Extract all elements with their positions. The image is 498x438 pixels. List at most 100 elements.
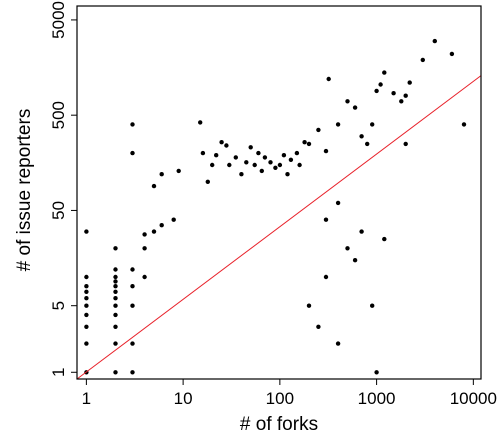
scatter-point <box>370 303 375 308</box>
scatter-point <box>142 274 147 280</box>
scatter-point <box>297 162 302 168</box>
scatter-point <box>159 223 164 228</box>
scatter-point <box>84 284 89 289</box>
scatter-point <box>142 246 147 251</box>
scatter-point <box>252 162 257 168</box>
scatter-point <box>130 284 135 289</box>
y-tick-label: 50 <box>49 201 68 220</box>
scatter-point <box>130 267 135 272</box>
scatter-point <box>323 274 329 280</box>
scatter-point <box>239 172 244 177</box>
scatter-point <box>113 289 118 294</box>
scatter-point <box>205 179 210 184</box>
scatter-point <box>335 200 341 206</box>
scatter-point <box>382 70 387 75</box>
scatter-point <box>374 370 379 375</box>
scatter-point <box>323 148 329 154</box>
scatter-point <box>200 150 206 156</box>
scatter-point <box>382 236 387 242</box>
scatter-point <box>399 99 404 104</box>
scatter-point <box>113 296 118 301</box>
y-axis: 1 5 50 500 5000 <box>49 1 77 377</box>
scatter-point <box>113 341 118 346</box>
scatter-point <box>248 145 253 150</box>
scatter-point <box>432 38 437 44</box>
scatter-point <box>130 122 135 127</box>
scatter-point <box>285 172 290 177</box>
scatter-point <box>345 246 350 251</box>
scatter-point <box>84 289 89 294</box>
scatter-point <box>259 168 264 174</box>
scatter-point <box>227 162 232 168</box>
scatter-point <box>210 162 215 168</box>
scatter-point <box>113 284 118 289</box>
scatter-point <box>335 122 341 127</box>
y-tick-label: 500 <box>49 101 68 129</box>
scatter-point <box>403 93 408 98</box>
scatter-point <box>352 258 358 263</box>
scatter-point <box>84 274 89 280</box>
scatter-point <box>214 153 219 158</box>
scatter-point <box>219 140 224 145</box>
y-tick-label: 1 <box>49 368 68 377</box>
scatter-point <box>198 120 203 125</box>
scatter-point <box>335 341 341 346</box>
scatter-point <box>288 157 294 162</box>
scatter-point <box>130 370 135 375</box>
x-axis: 1 10 100 1000 10000 <box>82 379 497 408</box>
scatter-point <box>407 80 412 85</box>
plot-area <box>84 38 467 375</box>
fit-line <box>76 75 482 380</box>
scatter-point <box>84 324 89 329</box>
x-tick-label: 10000 <box>450 389 497 408</box>
scatter-point <box>151 229 157 234</box>
scatter-point <box>420 57 425 63</box>
scatter-point <box>113 370 118 375</box>
x-tick-label: 1 <box>82 389 91 408</box>
scatter-point <box>244 160 249 165</box>
scatter-point <box>306 141 312 147</box>
scatter-point <box>323 217 329 222</box>
scatter-point <box>130 303 135 308</box>
y-tick-label: 5000 <box>49 1 68 39</box>
scatter-point <box>113 274 118 280</box>
scatter-point <box>113 246 118 251</box>
scatter-point <box>391 91 396 96</box>
scatter-point <box>113 312 118 318</box>
scatter-point <box>256 150 261 156</box>
scatter-point <box>449 51 455 57</box>
scatter-point <box>345 99 350 104</box>
scatter-point <box>113 324 118 329</box>
scatter-point <box>262 155 268 160</box>
scatter-point <box>113 267 118 272</box>
scatter-point <box>130 150 135 156</box>
scatter-point <box>316 127 321 133</box>
scatter-point <box>461 122 467 127</box>
scatter-point <box>84 303 89 308</box>
scatter-point <box>268 160 273 165</box>
scatter-point <box>370 122 375 127</box>
scatter-point <box>142 232 147 237</box>
scatter-point <box>84 341 89 346</box>
scatter-point <box>176 168 181 174</box>
scatter-point <box>306 303 312 308</box>
plot-frame <box>76 5 482 380</box>
scatter-point <box>359 229 364 234</box>
scatter-point <box>326 76 331 82</box>
scatter-point <box>113 279 118 284</box>
scatter-point <box>403 141 408 147</box>
scatter-point <box>374 88 379 94</box>
scatter-point <box>171 217 176 222</box>
x-axis-title: # of forks <box>240 414 318 435</box>
scatter-point <box>233 155 238 160</box>
scatter-point <box>84 296 89 301</box>
scatter-point <box>84 229 89 234</box>
scatter-point <box>365 141 370 147</box>
scatter-point <box>113 303 118 308</box>
scatter-point <box>352 105 358 110</box>
scatter-point <box>316 324 321 329</box>
scatter-point <box>302 140 307 145</box>
scatter-point <box>224 143 229 148</box>
y-tick-label: 5 <box>49 301 68 310</box>
